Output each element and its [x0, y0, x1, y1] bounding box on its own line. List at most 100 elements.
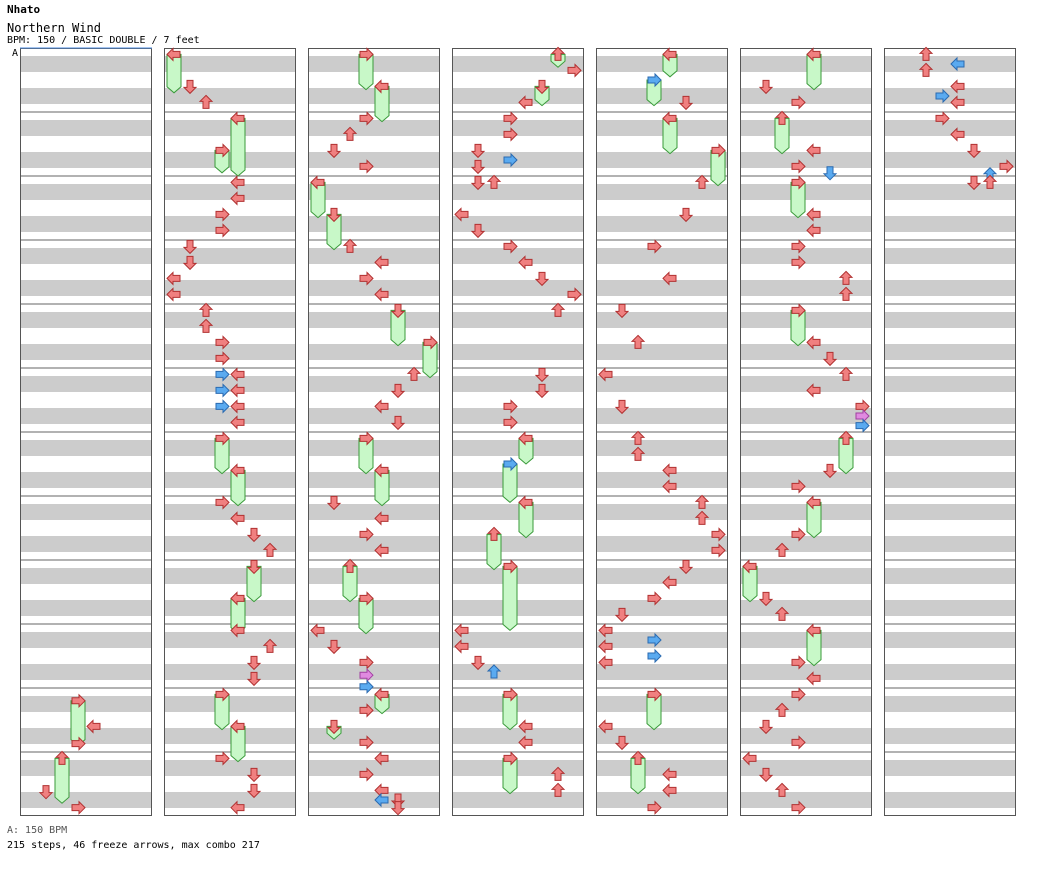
step-arrow	[470, 655, 486, 671]
beat-stripe	[164, 152, 296, 168]
freeze-arrow-body	[790, 181, 806, 219]
freeze-arrow-body	[518, 437, 534, 465]
step-arrow	[791, 159, 806, 174]
beat-stripe	[740, 376, 872, 392]
freeze-arrow-body	[230, 117, 246, 177]
beat-stripe	[452, 664, 584, 680]
chart-column-1	[20, 48, 152, 816]
beat-stripe	[164, 376, 296, 392]
beat-stripe	[452, 600, 584, 616]
step-arrow	[215, 223, 230, 238]
beat-stripe	[20, 152, 152, 168]
beat-stripe	[740, 216, 872, 232]
step-arrow	[614, 303, 630, 319]
beat-stripe	[884, 760, 1016, 776]
chart-column-2	[164, 47, 296, 816]
chart-column-7	[884, 46, 1016, 816]
freeze-arrow-body	[214, 693, 230, 731]
step-arrow	[791, 95, 806, 110]
step-arrow	[662, 575, 677, 590]
step-arrow	[550, 46, 566, 61]
step-arrow	[518, 255, 533, 270]
step-arrow	[806, 207, 821, 222]
step-arrow	[470, 223, 486, 239]
beat-stripe	[884, 56, 1016, 72]
beat-stripe	[596, 536, 728, 552]
step-arrow	[310, 175, 325, 190]
step-arrow	[918, 62, 934, 77]
step-arrow	[694, 174, 710, 189]
freeze-arrow-body	[838, 437, 854, 475]
step-arrow	[806, 495, 821, 510]
beat-stripe	[884, 184, 1016, 200]
step-arrow	[598, 367, 613, 382]
step-arrow	[215, 431, 230, 446]
step-arrow	[230, 399, 245, 414]
step-arrow	[359, 47, 374, 62]
beat-stripe	[20, 120, 152, 136]
step-arrow	[791, 687, 806, 702]
beat-stripe	[308, 632, 440, 648]
column-frame	[740, 48, 872, 816]
freeze-arrow-body	[326, 213, 342, 251]
beat-stripe	[20, 216, 152, 232]
step-arrow	[342, 126, 358, 141]
step-arrow	[246, 559, 262, 575]
freeze-arrow-body	[630, 757, 646, 795]
step-arrow	[230, 511, 245, 526]
beat-stripe	[164, 312, 296, 328]
beat-stripe	[740, 696, 872, 712]
chart-column-4	[452, 46, 584, 816]
beat-stripe	[308, 56, 440, 72]
step-arrow	[230, 623, 245, 638]
step-arrow	[503, 415, 518, 430]
step-arrow	[166, 271, 181, 286]
beat-stripe	[884, 344, 1016, 360]
step-arrow	[791, 735, 806, 750]
freeze-arrow-body	[518, 501, 534, 539]
step-arrow	[534, 383, 550, 399]
beat-stripe	[884, 632, 1016, 648]
beat-stripe	[884, 88, 1016, 104]
beat-stripe	[596, 248, 728, 264]
freeze-arrow-body	[358, 437, 374, 475]
step-arrow	[359, 111, 374, 126]
step-arrow	[359, 767, 374, 782]
beat-stripe	[596, 728, 728, 744]
step-arrow	[806, 623, 821, 638]
beat-stripe	[164, 120, 296, 136]
beat-stripe	[20, 312, 152, 328]
step-arrow	[950, 127, 965, 142]
step-arrow	[359, 271, 374, 286]
step-arrow	[470, 143, 486, 159]
step-arrow	[359, 703, 374, 718]
step-arrow	[791, 800, 806, 815]
step-arrow	[390, 415, 406, 431]
column-frame	[452, 48, 584, 816]
freeze-arrow-body	[534, 85, 550, 107]
step-arrow	[838, 430, 854, 445]
step-arrow	[742, 559, 757, 574]
step-arrow	[215, 335, 230, 350]
chart-column-5	[596, 47, 728, 816]
step-arrow	[374, 463, 389, 478]
beat-stripe	[452, 696, 584, 712]
beat-stripe	[164, 760, 296, 776]
beat-stripe	[20, 504, 152, 520]
beat-stripe	[20, 664, 152, 680]
beat-stripe	[884, 728, 1016, 744]
beat-stripe	[884, 664, 1016, 680]
beat-stripe	[308, 344, 440, 360]
step-arrow	[598, 719, 613, 734]
step-arrow	[342, 558, 358, 573]
step-arrow	[326, 495, 342, 511]
step-arrow	[326, 207, 342, 223]
step-arrow	[215, 383, 230, 398]
beat-stripe	[308, 536, 440, 552]
beat-stripe	[308, 312, 440, 328]
step-arrow	[711, 543, 726, 558]
beat-stripe	[740, 728, 872, 744]
beat-stripe	[452, 504, 584, 520]
step-arrow	[822, 463, 838, 479]
step-arrow	[310, 623, 325, 638]
